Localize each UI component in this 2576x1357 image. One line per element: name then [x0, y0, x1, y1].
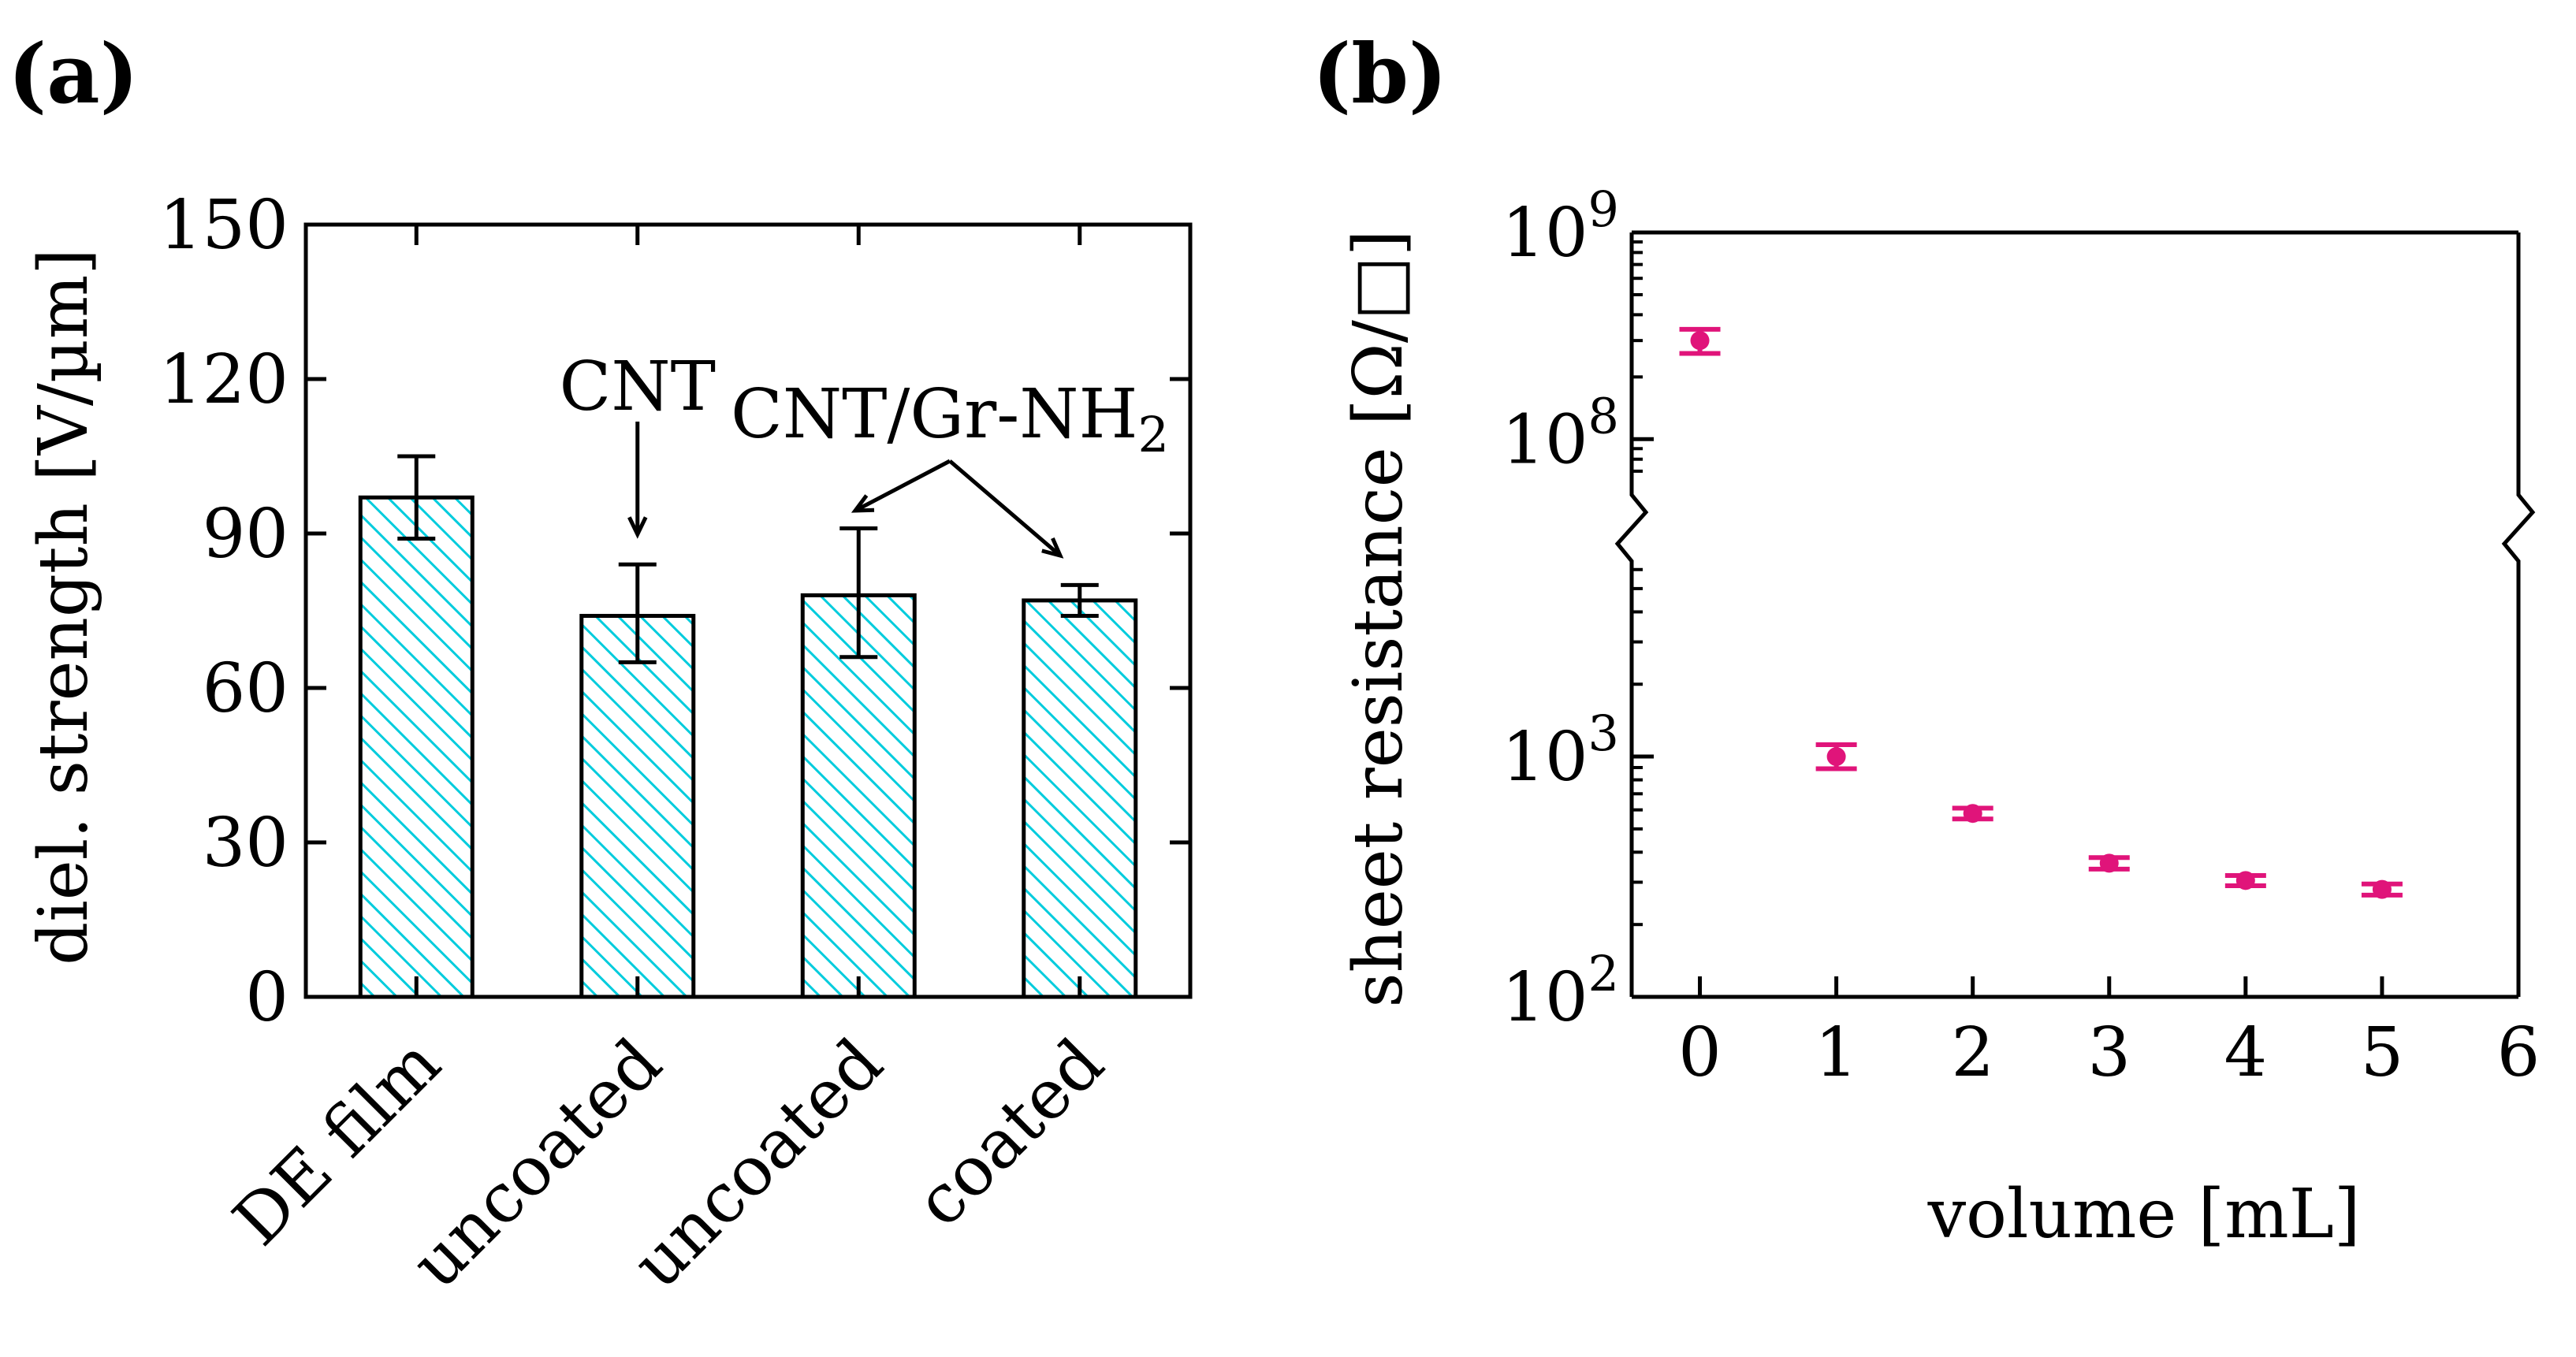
data-point	[1690, 331, 1710, 351]
annotation-subscript: 2	[1138, 406, 1169, 463]
panel-b-label: (b)	[1312, 25, 1447, 122]
y-tick-exponent: 8	[1588, 387, 1619, 444]
x-tick-label: 2	[1951, 1013, 1994, 1092]
x-category-label: coated	[901, 1024, 1119, 1242]
arrow-uncoated	[854, 459, 951, 513]
data-point	[1826, 747, 1846, 767]
y-axis-title-b: sheet resistance [Ω/□]	[1339, 229, 1418, 1007]
x-tick-label: 0	[1678, 1013, 1722, 1092]
y-tick-label: 150	[159, 186, 288, 265]
y-tick-exponent: 2	[1588, 945, 1619, 1002]
arrow-uncoated-head	[851, 494, 875, 513]
y-tick-label: 120	[159, 340, 288, 419]
y-tick-exponent: 9	[1588, 180, 1619, 238]
y-tick-label: 102	[1502, 945, 1619, 1037]
y-tick-label: 103	[1502, 705, 1619, 797]
y-tick-exponent: 3	[1588, 705, 1619, 762]
panel-a-label: (a)	[8, 25, 139, 122]
x-tick-label: 1	[1815, 1013, 1858, 1092]
frame-right-broken	[2501, 232, 2536, 997]
y-axis-title-a: diel. strength [V/µm]	[24, 248, 103, 965]
y-tick-base: 10	[1502, 958, 1588, 1037]
arrow-coated	[948, 459, 1062, 557]
data-point	[1963, 804, 1982, 823]
frame-left-broken	[1614, 232, 1649, 997]
annotation-main-text: CNT/Gr-NH	[731, 375, 1138, 454]
y-tick-label: 108	[1502, 387, 1619, 479]
x-axis-title-b: volume [mL]	[1927, 1175, 2361, 1254]
annotation-cnt: CNT	[560, 348, 716, 426]
bar	[1022, 598, 1138, 999]
y-tick-label: 60	[203, 649, 288, 728]
bar	[579, 614, 696, 999]
data-point	[2099, 853, 2119, 873]
arrow-cnt-head	[627, 516, 648, 539]
y-tick-base: 10	[1502, 718, 1588, 797]
arrow-coated-head	[1041, 537, 1064, 559]
x-tick-label: 6	[2497, 1013, 2541, 1092]
plot-frame	[303, 222, 1193, 999]
x-tick-label: 3	[2087, 1013, 2131, 1092]
x-tick-label: 4	[2224, 1013, 2267, 1092]
y-tick-label: 109	[1502, 180, 1619, 273]
bar	[358, 495, 475, 999]
data-point	[2372, 879, 2392, 899]
annotation-cnt-gr-nh2: CNT/Gr-NH2	[731, 375, 1169, 463]
y-tick-label: 0	[245, 958, 288, 1037]
y-tick-label: 30	[203, 804, 288, 883]
y-tick-base: 10	[1502, 194, 1588, 273]
y-tick-base: 10	[1502, 400, 1588, 479]
data-point	[2235, 871, 2255, 890]
y-tick-label: 90	[203, 495, 288, 574]
x-tick-label: 5	[2361, 1013, 2404, 1092]
